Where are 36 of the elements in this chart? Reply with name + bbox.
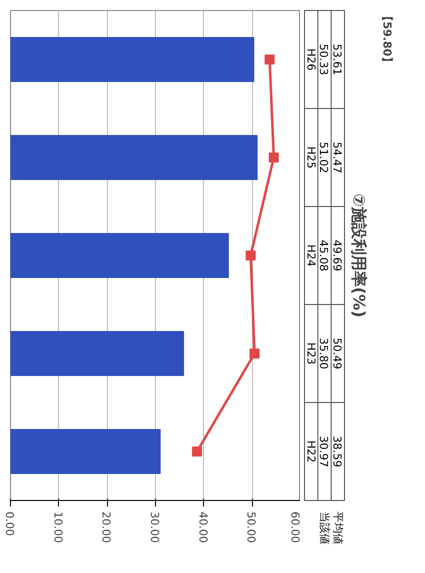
text: ⑦施設利用率(%)	[350, 193, 368, 318]
y-tick-label: H22	[304, 440, 318, 463]
data-label: 49.69	[330, 240, 344, 272]
data-label: 35.80	[317, 338, 330, 370]
y-tick-label: H26	[304, 48, 318, 71]
text: 【59.80】	[380, 10, 394, 68]
data-label: 54.47	[330, 142, 344, 174]
y-tick-label: H24	[304, 244, 318, 267]
y-tick-label: H23	[304, 342, 318, 365]
point	[246, 250, 256, 260]
bar	[10, 428, 161, 474]
x-tick-label: 60.00	[288, 512, 302, 543]
point	[268, 152, 279, 162]
bar	[10, 134, 258, 180]
data-label: 30.97	[317, 436, 330, 468]
x-tick-label: 10.00	[51, 512, 64, 543]
data-label: 51.02	[317, 142, 330, 174]
text: 平均値	[331, 512, 344, 544]
point	[250, 348, 260, 358]
x-tick-label: 30.00	[148, 512, 161, 543]
text: 当該値	[318, 512, 331, 544]
bar	[10, 36, 254, 82]
data-label: 45.08	[317, 240, 330, 272]
point	[264, 54, 275, 64]
x-tick-label: 20.00	[100, 512, 113, 543]
data-label: 50.33	[317, 44, 330, 76]
data-label: 38.59	[330, 436, 344, 468]
data-label: 50.49	[330, 338, 344, 370]
data-label: 53.61	[330, 44, 344, 76]
x-tick-label: 0.00	[3, 512, 16, 536]
point	[192, 446, 202, 456]
x-tick-label: 40.00	[196, 512, 210, 543]
x-tick-label: 50.00	[244, 512, 258, 543]
bar	[10, 330, 184, 376]
y-tick-label: H25	[304, 146, 318, 169]
bar	[10, 232, 229, 278]
